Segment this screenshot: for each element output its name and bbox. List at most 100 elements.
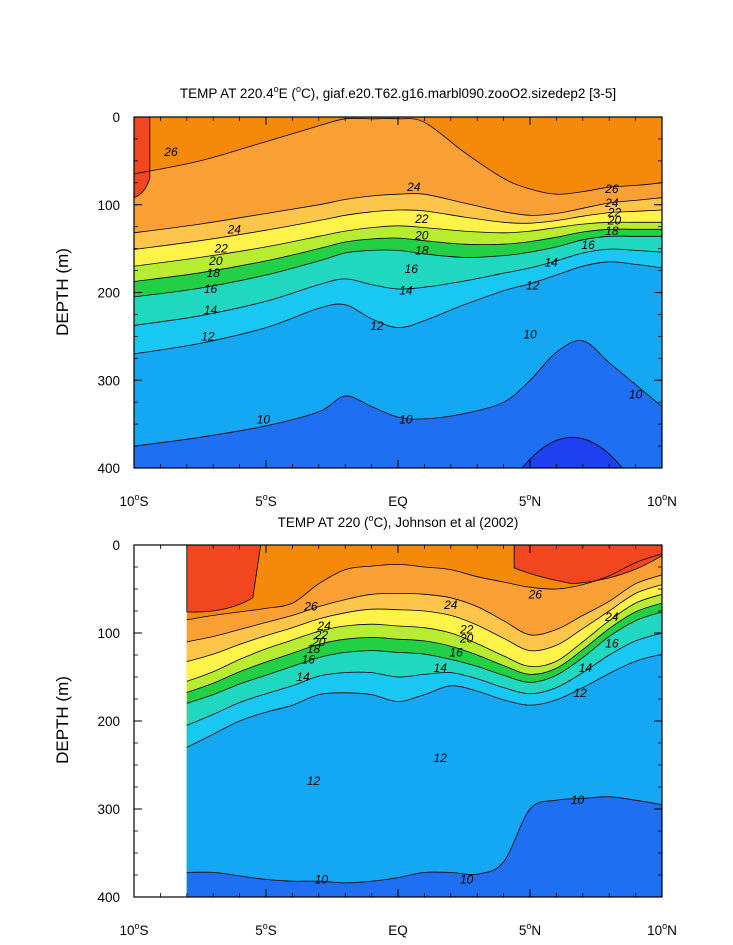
contour-label-24: 24	[316, 619, 331, 633]
y-tick-label: 300	[97, 802, 120, 817]
bottom-isotherm-lines	[186, 553, 662, 884]
contour-label-24: 24	[443, 598, 458, 612]
isotherm-26	[186, 553, 662, 621]
x-tick-label: EQ	[388, 494, 408, 509]
warm-patch-east	[513, 545, 662, 585]
contour-label-12: 12	[526, 278, 540, 292]
contour-label-10: 10	[399, 413, 413, 427]
x-tick-label: 5oN	[519, 921, 541, 938]
contour-label-16: 16	[204, 282, 218, 296]
contour-label-14: 14	[544, 256, 558, 270]
contour-label-10: 10	[571, 793, 585, 807]
isotherm-12	[186, 653, 662, 748]
x-tick-label: EQ	[388, 923, 408, 938]
contour-label-22: 22	[414, 212, 429, 226]
x-tick-label: 10oN	[647, 921, 677, 938]
y-tick-label: 200	[97, 714, 120, 729]
y-tick-label: 400	[97, 461, 120, 476]
y-tick-label: 400	[97, 890, 120, 905]
x-tick-label: 10oS	[119, 492, 148, 509]
contour-label-26: 26	[528, 587, 543, 601]
contour-label-14: 14	[296, 670, 310, 684]
isotherm-12	[134, 261, 662, 355]
contour-label-14: 14	[434, 661, 448, 675]
contour-label-22: 22	[213, 242, 228, 256]
contour-label-22: 22	[607, 206, 622, 220]
contour-label-10: 10	[629, 387, 643, 401]
contour-label-26: 26	[303, 600, 318, 614]
contour-label-10: 10	[460, 872, 474, 886]
isotherm-22	[186, 584, 662, 662]
isotherm-18	[134, 228, 662, 282]
contour-label-10: 10	[523, 328, 537, 342]
y-tick-label: 0	[112, 538, 120, 553]
isotherm-14	[186, 632, 662, 726]
bottom-y-axis-label: DEPTH (m)	[53, 676, 72, 764]
isotherm-20	[134, 221, 662, 267]
contour-label-22: 22	[459, 622, 474, 636]
contour-label-22: 22	[314, 628, 329, 642]
contour-label-12: 12	[307, 774, 321, 788]
contour-label-18: 18	[415, 243, 429, 257]
y-tick-label: 300	[97, 373, 120, 388]
y-tick-label: 100	[97, 626, 120, 641]
isotherm-16	[186, 611, 662, 704]
band-fill-10	[134, 340, 662, 468]
contour-label-14: 14	[399, 284, 413, 298]
contour-label-16: 16	[449, 645, 463, 659]
contour-label-14: 14	[579, 661, 593, 675]
y-tick-label: 0	[112, 110, 120, 125]
contour-label-12: 12	[573, 686, 587, 700]
x-tick-label: 10oS	[119, 921, 148, 938]
contour-label-26: 26	[604, 182, 619, 196]
contour-label-20: 20	[414, 228, 429, 242]
isotherm-10	[134, 340, 662, 447]
top-panel-title: TEMP AT 220.4oE (oC), giaf.e20.T62.g16.m…	[180, 84, 616, 101]
bottom-panel-title: TEMP AT 220 (oC), Johnson et al (2002)	[278, 513, 519, 530]
top-contour-labels: 2626242424222222202020181818161616141414…	[163, 145, 642, 427]
band-fill-10	[186, 796, 662, 897]
contour-label-10: 10	[315, 872, 329, 886]
contour-label-14: 14	[204, 303, 218, 317]
contour-label-24: 24	[604, 196, 619, 210]
x-tick-label: 5oS	[255, 921, 277, 938]
contour-label-16: 16	[302, 652, 316, 666]
x-tick-label: 10oN	[647, 492, 677, 509]
isotherm-20	[186, 593, 662, 682]
contour-label-16: 16	[405, 262, 419, 276]
contour-label-16: 16	[581, 238, 595, 252]
contour-label-12: 12	[434, 751, 448, 765]
isotherm-10	[186, 796, 662, 884]
top-isotherm-lines	[134, 117, 662, 447]
bottom-observed-panel: TEMP AT 220 (oC), Johnson et al (2002) D…	[53, 513, 677, 938]
contour-label-20: 20	[459, 631, 474, 645]
top-axes: 0 100 200 300 400 10oS 5oS EQ 5oN 10oN	[97, 110, 676, 509]
isotherm-14	[134, 248, 662, 326]
top-model-panel: TEMP AT 220.4oE (oC), giaf.e20.T62.g16.m…	[53, 84, 677, 509]
contour-label-24: 24	[406, 180, 421, 194]
contour-label-18: 18	[605, 224, 619, 238]
cold-core	[521, 436, 623, 468]
y-tick-label: 200	[97, 286, 120, 301]
y-tick-label: 100	[97, 198, 120, 213]
contour-label-12: 12	[370, 319, 384, 333]
bottom-axes: 0 100 200 300 400 10oS 5oS EQ 5oN 10oN	[97, 538, 676, 938]
contour-label-18: 18	[307, 642, 321, 656]
isotherm-18	[186, 602, 662, 693]
contour-label-24: 24	[227, 222, 242, 236]
contour-label-24: 24	[604, 610, 619, 624]
isotherm-24	[186, 574, 662, 643]
contour-label-12: 12	[201, 329, 215, 343]
contour-label-16: 16	[605, 637, 619, 651]
contour-label-20: 20	[607, 214, 622, 228]
contour-label-20: 20	[208, 254, 223, 268]
contour-label-10: 10	[257, 413, 271, 427]
isotherm-24	[134, 193, 662, 234]
x-tick-label: 5oS	[255, 492, 277, 509]
contour-label-20: 20	[311, 635, 326, 649]
isotherm-16	[134, 235, 662, 298]
x-tick-label: 5oN	[519, 492, 541, 509]
contour-label-18: 18	[207, 266, 221, 280]
